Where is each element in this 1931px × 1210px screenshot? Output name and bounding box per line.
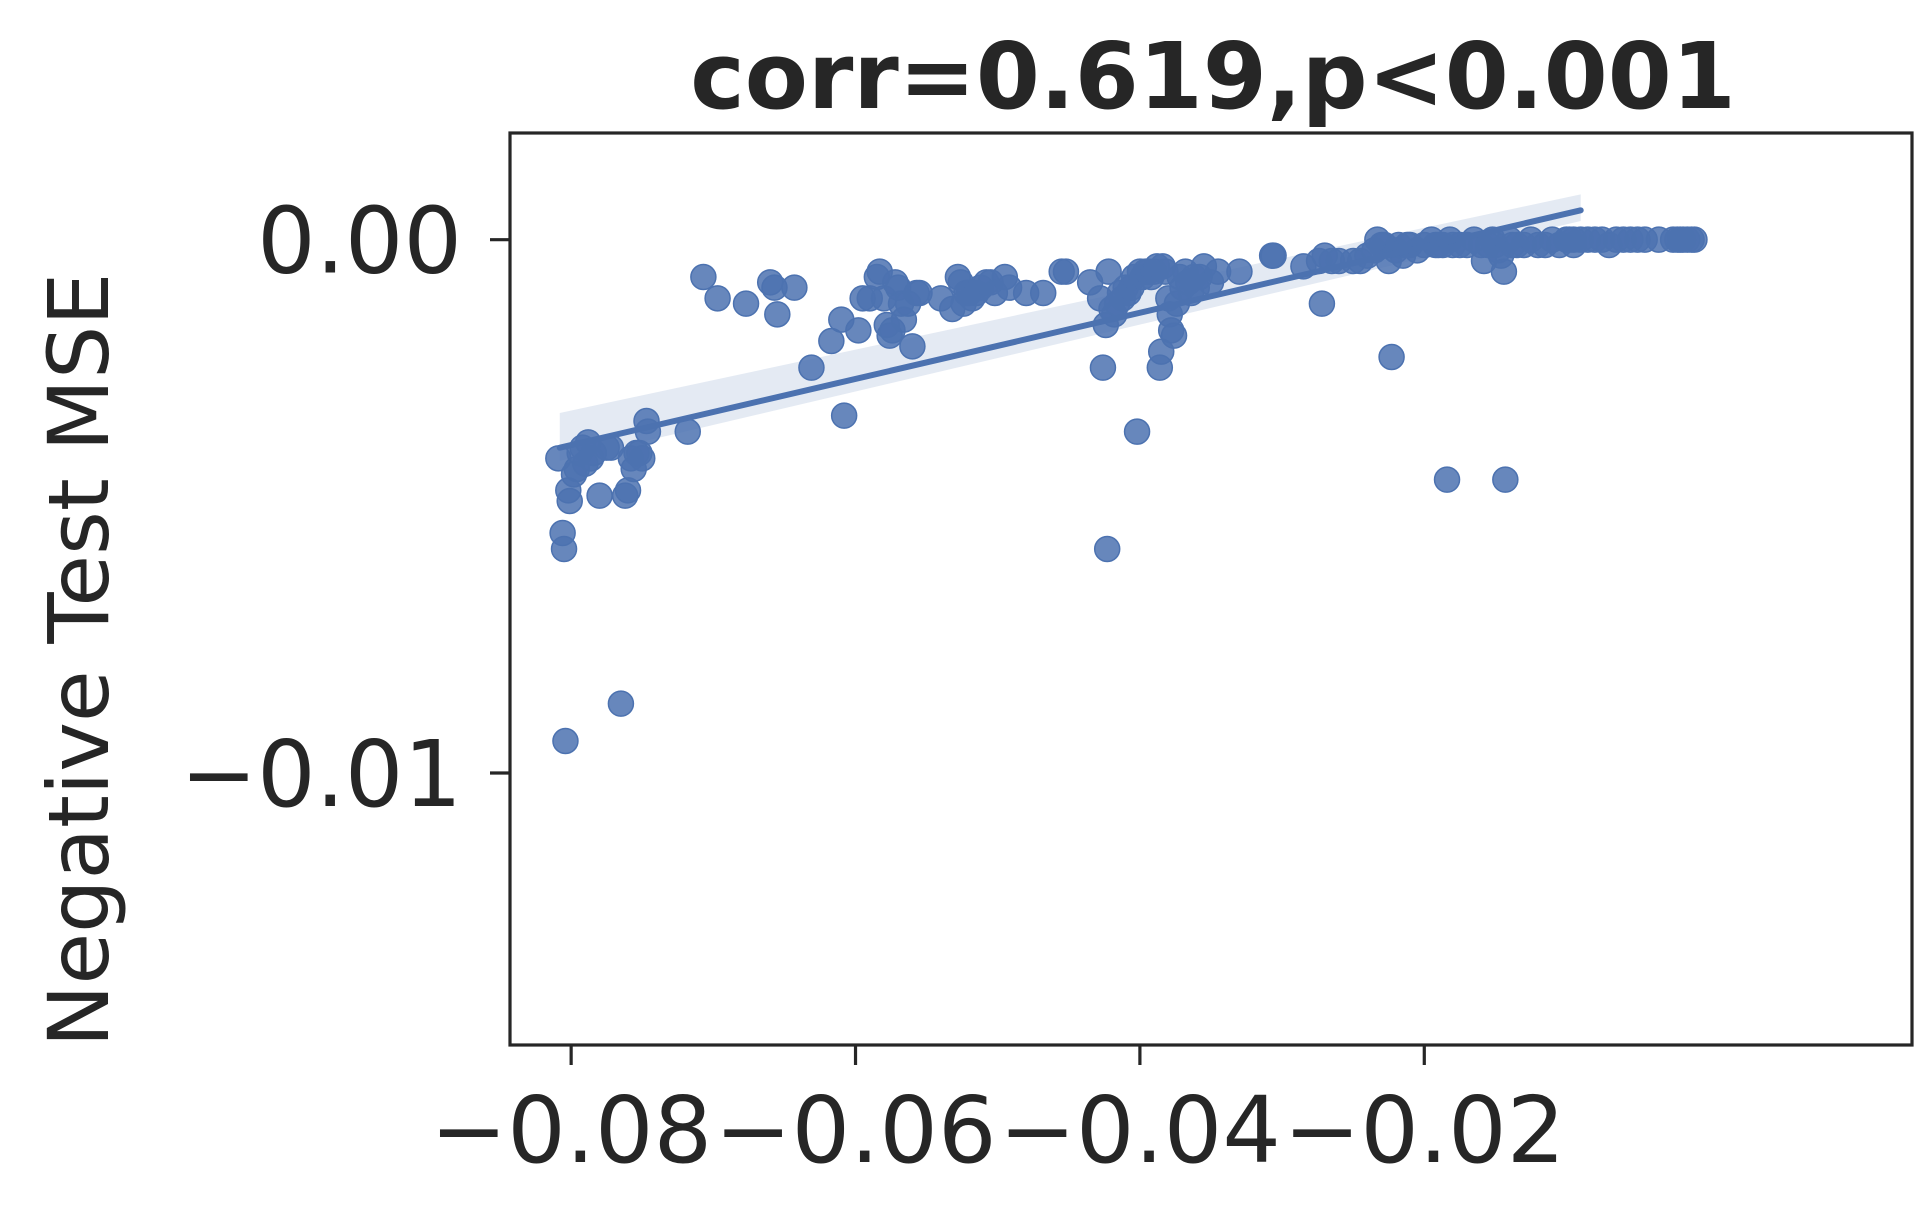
x-tick-label: −0.02 — [1283, 1077, 1565, 1184]
scatter-point — [1378, 343, 1405, 371]
chart-title: corr=0.619,p<0.001 — [690, 23, 1735, 130]
x-tick-label: −0.06 — [715, 1077, 997, 1184]
y-axis-ticks: 0.00 −0.01 — [180, 188, 510, 828]
scatter-point — [1433, 466, 1461, 493]
scatter-point — [552, 727, 579, 755]
scatter-point — [830, 402, 858, 429]
scatter-point — [732, 290, 760, 317]
scatter-point — [1052, 258, 1080, 285]
scatter-point — [1123, 418, 1151, 445]
scatter-point — [556, 487, 583, 515]
scatter-point — [1089, 354, 1117, 381]
scatter-point — [818, 327, 845, 355]
scatter-point — [1308, 290, 1336, 317]
x-tick-label: −0.08 — [430, 1077, 712, 1184]
scatter-point — [899, 333, 926, 360]
y-tick-label: 0.00 — [257, 188, 462, 295]
regression-line — [556, 207, 1584, 451]
scatter-point — [1095, 258, 1122, 285]
plot-frame — [508, 131, 1914, 1047]
y-tick-label: −0.01 — [180, 721, 462, 828]
scatter-point — [845, 317, 872, 344]
scatter-point — [1160, 322, 1188, 349]
x-axis-ticks: −0.08 −0.06 −0.04 −0.02 — [430, 1045, 1565, 1184]
scatter-point — [1560, 226, 1587, 253]
scatter-point — [798, 354, 825, 381]
scatter-point — [628, 445, 656, 472]
y-axis-label: Negative Test MSE — [30, 273, 128, 1048]
scatter-point — [1492, 466, 1519, 493]
scatter-point — [1029, 279, 1057, 307]
regression-line-layer — [556, 207, 1584, 451]
scatter-point — [704, 285, 731, 312]
scatter-point — [586, 482, 613, 509]
scatter-point — [781, 274, 808, 301]
scatter-points-layer — [545, 226, 1708, 755]
scatter-point — [1681, 226, 1708, 253]
scatter-point — [690, 263, 717, 291]
scatter-point — [1093, 535, 1121, 563]
scatter-point — [607, 690, 635, 717]
scatter-point — [764, 301, 791, 328]
scatter-point — [1260, 242, 1287, 269]
scatter-point — [1490, 258, 1518, 285]
scatter-point — [550, 535, 578, 563]
scatter-point — [1226, 258, 1253, 285]
x-tick-label: −0.04 — [999, 1077, 1281, 1184]
